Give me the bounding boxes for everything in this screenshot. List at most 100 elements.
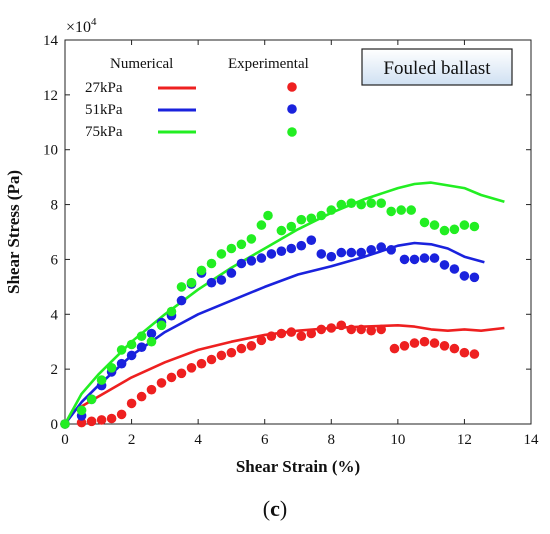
experimental-point-27kpa [86,416,97,427]
y-tick-label: 4 [51,307,59,323]
experimental-point-75kpa [286,221,297,232]
experimental-point-75kpa [86,394,97,405]
y-axis-label: Shear Stress (Pa) [4,170,23,294]
experimental-point-51kpa [136,342,147,353]
legend-marker-75kpa [287,127,297,137]
y-axis-multiplier: ×104 [66,16,97,36]
experimental-point-75kpa [296,214,307,225]
experimental-point-75kpa [246,234,257,244]
y-tick-label: 12 [43,88,58,104]
experimental-point-75kpa [196,265,207,276]
legend-label-27kpa: 27kPa [85,80,123,96]
experimental-point-51kpa [176,295,187,306]
experimental-point-51kpa [216,275,227,285]
annotation-box: Fouled ballast [361,48,513,86]
experimental-point-51kpa [386,245,397,255]
experimental-point-27kpa [366,325,377,336]
x-tick-label: 2 [128,432,136,448]
experimental-point-75kpa [263,210,273,221]
experimental-point-75kpa [346,198,357,208]
experimental-point-27kpa [469,349,480,359]
experimental-point-27kpa [389,343,400,354]
experimental-point-27kpa [376,324,387,335]
experimental-point-51kpa [256,253,267,263]
experimental-point-27kpa [176,368,187,379]
experimental-point-27kpa [106,413,117,424]
experimental-point-27kpa [116,409,127,420]
experimental-point-75kpa [166,306,177,317]
experimental-point-51kpa [429,253,440,263]
legend-marker-27kpa [287,82,297,92]
experimental-point-51kpa [336,247,347,258]
experimental-point-51kpa [296,240,307,251]
experimental-point-51kpa [306,235,317,245]
experimental-point-75kpa [256,220,267,230]
experimental-point-27kpa [206,354,217,365]
experimental-point-75kpa [206,258,217,269]
experimental-point-27kpa [186,363,197,373]
experimental-point-51kpa [469,272,480,283]
experimental-point-51kpa [286,243,297,254]
experimental-point-27kpa [356,324,367,335]
experimental-point-27kpa [306,328,317,339]
experimental-points [60,198,480,429]
experimental-point-75kpa [376,198,387,208]
experimental-point-75kpa [366,198,377,208]
experimental-point-27kpa [256,335,267,346]
y-tick-label: 2 [51,362,59,378]
experimental-point-27kpa [276,328,287,339]
experimental-point-51kpa [116,358,127,369]
experimental-point-75kpa [336,199,347,210]
experimental-point-75kpa [276,225,287,236]
numerical-line-27kpa [63,323,505,425]
experimental-point-75kpa [136,331,147,342]
experimental-point-51kpa [409,254,420,265]
experimental-point-75kpa [126,339,137,350]
experimental-point-27kpa [196,358,207,369]
experimental-point-51kpa [366,245,377,255]
experimental-point-51kpa [346,247,357,258]
figure-caption: (c) [262,496,288,521]
experimental-point-75kpa [316,210,327,221]
x-tick-label: 6 [261,432,269,448]
x-tick-label: 12 [457,432,472,448]
legend-label-75kpa: 75kPa [85,124,123,140]
experimental-point-27kpa [346,324,357,335]
experimental-point-51kpa [276,246,287,256]
experimental-point-27kpa [286,327,297,337]
experimental-point-51kpa [439,260,450,270]
experimental-point-75kpa [146,336,157,347]
experimental-point-27kpa [246,341,257,351]
experimental-point-51kpa [316,249,327,259]
x-tick-label: 0 [61,432,69,448]
experimental-point-27kpa [419,336,430,347]
experimental-point-75kpa [226,243,237,254]
experimental-point-51kpa [356,247,367,258]
experimental-point-27kpa [429,338,440,348]
plot-area [64,39,532,425]
experimental-point-75kpa [186,277,197,288]
experimental-point-51kpa [146,328,157,339]
experimental-point-27kpa [296,331,307,342]
y-tick-label: 8 [51,198,59,214]
experimental-point-27kpa [449,343,460,354]
experimental-point-51kpa [246,255,257,266]
experimental-point-27kpa [126,398,137,409]
experimental-point-75kpa [449,224,460,235]
experimental-point-75kpa [406,205,417,215]
experimental-point-75kpa [439,225,450,236]
experimental-point-51kpa [226,268,237,278]
x-tick-label: 8 [328,432,336,448]
experimental-point-27kpa [326,323,337,333]
experimental-point-75kpa [106,363,117,373]
experimental-point-75kpa [419,217,430,228]
experimental-point-75kpa [236,239,247,250]
experimental-point-27kpa [96,415,107,425]
experimental-point-75kpa [386,206,397,217]
experimental-point-27kpa [166,372,177,383]
experimental-point-51kpa [399,254,410,265]
experimental-point-75kpa [96,375,107,385]
experimental-point-27kpa [459,347,470,358]
experimental-point-51kpa [206,277,217,288]
experimental-point-75kpa [469,221,480,232]
